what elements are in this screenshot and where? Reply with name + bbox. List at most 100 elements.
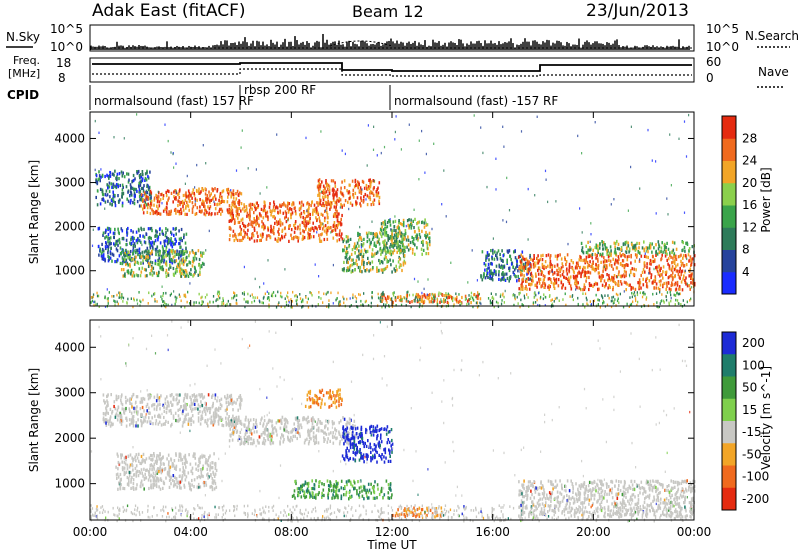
heatmap-cell <box>338 233 341 237</box>
heatmap-cell <box>686 282 688 286</box>
heatmap-cell <box>358 244 360 248</box>
heatmap-cell <box>256 205 259 209</box>
heatmap-cell <box>377 186 379 190</box>
heatmap-cell <box>345 269 348 273</box>
heatmap-cell <box>159 232 161 236</box>
heatmap-cell <box>386 260 388 264</box>
heatmap-cell <box>630 165 632 169</box>
heatmap-cell <box>291 300 293 303</box>
heatmap-cell <box>498 273 500 277</box>
heatmap-cell <box>569 275 572 279</box>
heatmap-cell <box>580 272 583 276</box>
heatmap-cell <box>322 189 325 193</box>
heatmap-cell <box>313 203 316 207</box>
heatmap-cell <box>175 211 177 215</box>
heatmap-cell <box>193 393 195 397</box>
heatmap-cell <box>548 277 551 281</box>
heatmap-cell <box>109 240 111 244</box>
heatmap-cell <box>168 257 171 261</box>
heatmap-cell <box>149 192 151 196</box>
heatmap-cell <box>133 191 136 195</box>
heatmap-cell <box>595 268 597 272</box>
heatmap-cell <box>188 194 190 198</box>
heatmap-cell <box>581 248 583 252</box>
heatmap-cell <box>114 201 116 205</box>
heatmap-cell <box>417 226 420 230</box>
heatmap-cell <box>200 400 202 404</box>
heatmap-cell <box>126 418 128 422</box>
heatmap-cell <box>102 253 105 257</box>
heatmap-cell <box>681 262 683 266</box>
heatmap-cell <box>268 292 270 295</box>
heatmap-cell <box>145 249 147 253</box>
heatmap-cell <box>429 293 431 297</box>
heatmap-cell <box>105 423 108 427</box>
heatmap-cell <box>604 259 607 263</box>
heatmap-cell <box>592 267 594 271</box>
heatmap-cell <box>183 252 186 256</box>
heatmap-cell <box>494 250 496 254</box>
heatmap-cell <box>433 295 435 299</box>
heatmap-cell <box>451 296 453 300</box>
heatmap-cell <box>336 239 338 243</box>
heatmap-cell <box>129 264 131 268</box>
heatmap-cell <box>159 252 161 256</box>
heatmap-cell <box>366 249 369 253</box>
heatmap-cell <box>652 292 654 296</box>
heatmap-cell <box>341 237 344 241</box>
heatmap-cell <box>606 303 609 307</box>
heatmap-cell <box>555 277 558 281</box>
heatmap-cell <box>323 186 326 190</box>
heatmap-cell <box>354 246 356 250</box>
heatmap-cell <box>166 228 169 232</box>
heatmap-cell <box>165 235 168 239</box>
heatmap-cell <box>273 215 275 219</box>
heatmap-cell <box>347 260 349 265</box>
heatmap-cell <box>642 268 645 272</box>
heatmap-cell <box>204 419 207 423</box>
heatmap-cell <box>608 284 610 288</box>
heatmap-cell <box>251 202 254 207</box>
heatmap-cell <box>631 242 633 247</box>
heatmap-cell <box>325 184 328 188</box>
heatmap-cell <box>590 304 592 307</box>
heatmap-cell <box>220 415 222 420</box>
heatmap-cell <box>358 236 361 240</box>
heatmap-cell <box>667 213 669 216</box>
heatmap-cell <box>183 293 185 297</box>
heatmap-cell <box>318 178 321 182</box>
heatmap-cell <box>497 301 499 305</box>
heatmap-cell <box>198 263 200 267</box>
heatmap-cell <box>125 243 127 247</box>
heatmap-cell <box>372 266 374 270</box>
heatmap-cell <box>385 250 388 254</box>
heatmap-cell <box>256 201 258 205</box>
heatmap-cell <box>670 283 673 288</box>
heatmap-cell <box>157 403 159 407</box>
heatmap-cell <box>335 232 337 236</box>
heatmap-cell <box>220 212 222 216</box>
heatmap-cell <box>316 227 318 231</box>
heatmap-cell <box>272 225 275 229</box>
heatmap-cell <box>501 277 503 281</box>
heatmap-cell <box>148 256 151 260</box>
heatmap-cell <box>139 180 141 184</box>
heatmap-cell <box>247 167 249 170</box>
heatmap-cell <box>425 234 427 239</box>
heatmap-cell <box>210 415 213 419</box>
heatmap-cell <box>405 238 408 242</box>
heatmap-cell <box>165 305 167 309</box>
heatmap-cell <box>149 211 152 216</box>
heatmap-cell <box>268 305 270 309</box>
heatmap-cell <box>132 421 134 425</box>
heatmap-cell <box>392 220 395 224</box>
heatmap-cell <box>133 258 136 262</box>
heatmap-cell <box>352 258 354 262</box>
heatmap-cell <box>91 244 94 247</box>
heatmap-cell <box>271 210 273 214</box>
heatmap-cell <box>113 173 115 177</box>
heatmap-cell <box>597 248 599 252</box>
heatmap-cell <box>534 261 536 265</box>
heatmap-cell <box>630 261 632 265</box>
heatmap-cell <box>415 237 418 241</box>
